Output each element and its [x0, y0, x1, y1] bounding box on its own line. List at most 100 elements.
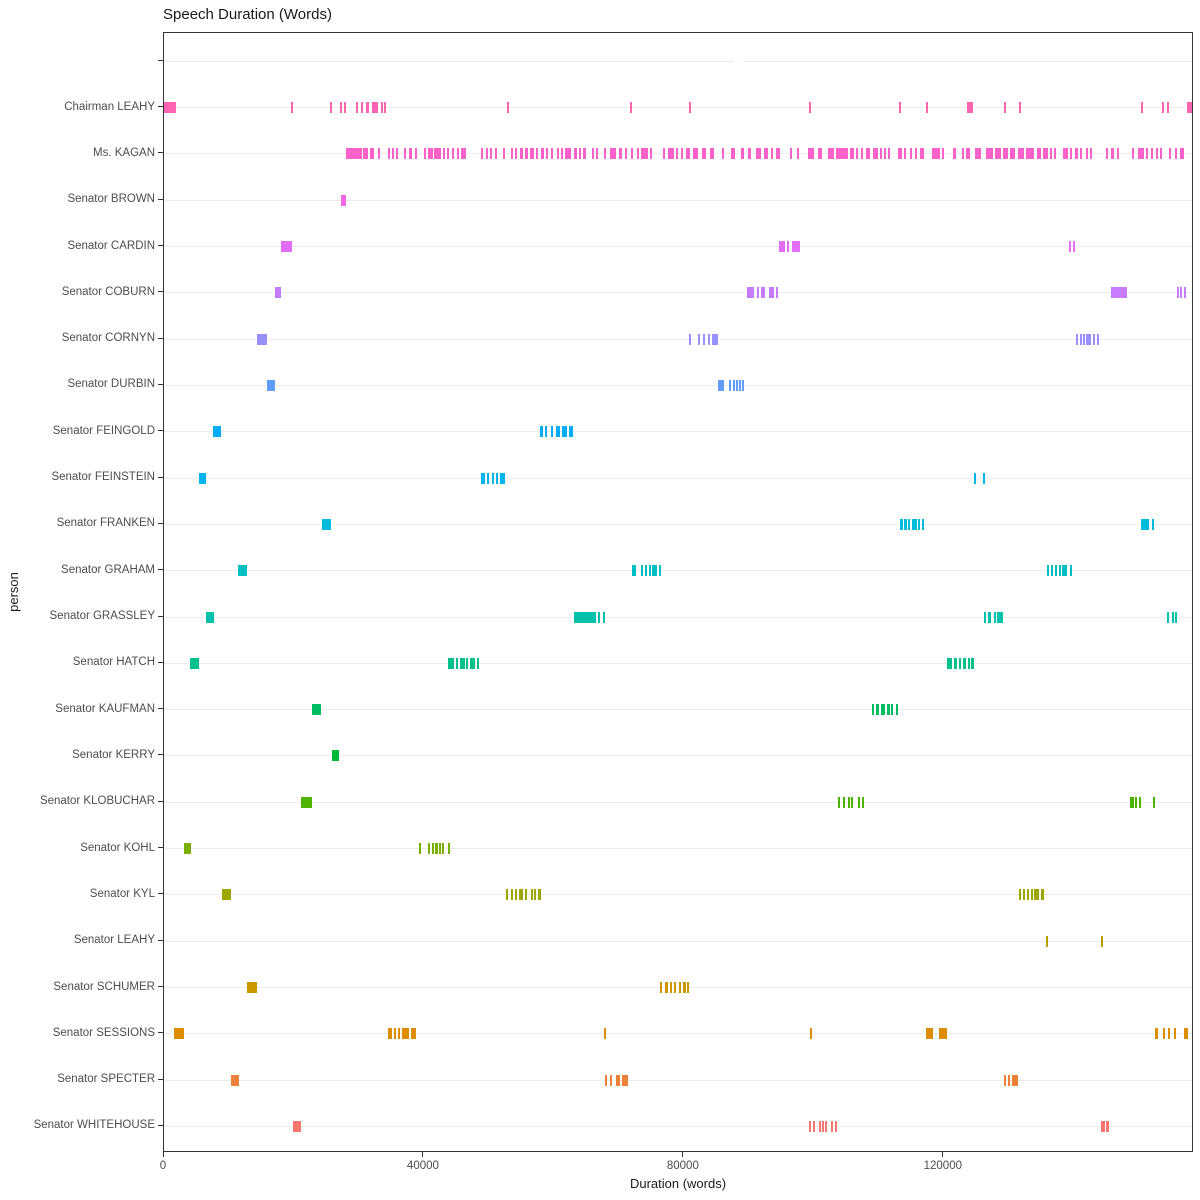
- speech-mark: [1018, 102, 1021, 114]
- speech-mark: [993, 611, 996, 623]
- speech-mark: [718, 379, 724, 391]
- gridline: [164, 199, 1192, 201]
- speech-mark: [756, 287, 759, 299]
- speech-mark: [953, 148, 956, 160]
- speech-mark: [550, 426, 553, 438]
- speech-mark: [876, 704, 879, 716]
- speech-mark: [900, 518, 903, 530]
- speech-mark: [540, 426, 543, 438]
- speech-mark: [1046, 565, 1050, 577]
- speech-mark: [768, 287, 771, 299]
- speech-mark: [1090, 148, 1093, 160]
- speech-mark: [1058, 565, 1061, 577]
- speech-mark: [871, 704, 874, 716]
- speech-mark: [1160, 148, 1163, 160]
- speech-mark: [689, 333, 692, 345]
- speech-mark: [1186, 102, 1192, 114]
- speech-mark: [847, 796, 850, 808]
- speech-mark: [383, 102, 386, 114]
- gridline: [164, 1125, 1192, 1127]
- speech-mark: [669, 982, 672, 993]
- speech-mark: [631, 148, 634, 160]
- speech-mark: [387, 148, 390, 160]
- speech-mark: [565, 148, 572, 160]
- x-axis-tick: [682, 1152, 684, 1157]
- speech-mark: [598, 611, 601, 623]
- speech-mark: [291, 102, 294, 114]
- speech-mark: [1106, 148, 1109, 160]
- y-axis-tick-label: Senator CARDIN: [67, 239, 155, 252]
- speech-mark: [535, 148, 539, 160]
- speech-mark: [756, 148, 762, 160]
- x-axis-tick-label: 120000: [923, 1160, 962, 1172]
- speech-mark: [525, 148, 529, 160]
- x-axis-tick: [162, 1152, 164, 1157]
- speech-mark: [961, 148, 964, 160]
- y-axis-tick: [158, 569, 163, 571]
- speech-mark: [431, 843, 434, 855]
- speech-mark: [1134, 796, 1138, 808]
- speech-mark: [312, 704, 322, 716]
- x-axis-tick: [422, 1152, 424, 1157]
- speech-mark: [1162, 102, 1165, 114]
- speech-mark: [861, 796, 864, 808]
- speech-mark: [275, 287, 282, 299]
- y-axis-tick: [158, 800, 163, 802]
- gridline: [164, 60, 1192, 62]
- speech-mark: [775, 287, 778, 299]
- x-axis-title: Duration (words): [629, 1176, 727, 1191]
- speech-mark: [997, 611, 1003, 623]
- speech-mark: [419, 843, 422, 855]
- speech-mark: [602, 611, 605, 623]
- speech-mark: [1086, 333, 1089, 345]
- speech-mark: [591, 148, 594, 160]
- speech-mark: [1034, 889, 1039, 901]
- speech-mark: [486, 472, 490, 484]
- y-axis-tick-label: Senator KLOBUCHAR: [39, 795, 155, 808]
- speech-mark: [495, 472, 498, 484]
- y-axis-tick-label: Senator KERRY: [72, 748, 155, 761]
- speech-mark: [702, 333, 705, 345]
- speech-mark: [1004, 1074, 1007, 1086]
- speech-mark: [728, 379, 732, 391]
- speech-mark: [393, 1028, 396, 1040]
- speech-mark: [938, 1028, 948, 1040]
- speech-mark: [428, 148, 433, 160]
- speech-mark: [825, 1120, 828, 1132]
- speech-mark: [681, 148, 684, 160]
- speech-mark: [954, 657, 957, 669]
- speech-mark: [722, 148, 725, 160]
- speech-mark: [387, 1028, 392, 1040]
- speech-mark: [500, 472, 505, 484]
- speech-mark: [402, 1028, 409, 1040]
- speech-mark: [476, 657, 480, 669]
- plot-panel: [163, 32, 1193, 1152]
- speech-mark: [461, 148, 467, 160]
- speech-mark: [1100, 935, 1103, 947]
- speech-mark: [434, 843, 438, 855]
- speech-mark: [507, 102, 510, 114]
- speech-mark: [1167, 102, 1170, 114]
- speech-mark: [683, 982, 686, 993]
- speech-mark: [966, 148, 971, 160]
- y-axis-tick-label: Senator SPECTER: [57, 1073, 155, 1086]
- speech-mark: [404, 148, 407, 160]
- speech-mark: [1008, 1074, 1011, 1086]
- y-axis-tick-label: Senator FEINGOLD: [52, 424, 155, 437]
- chart-title: Speech Duration (Words): [163, 6, 332, 23]
- speech-mark: [918, 518, 921, 530]
- y-axis-tick: [158, 1032, 163, 1034]
- speech-mark: [834, 1120, 837, 1132]
- x-axis-tick-label: 0: [159, 1160, 167, 1172]
- y-axis-tick: [158, 152, 163, 154]
- y-axis-tick: [158, 245, 163, 247]
- speech-mark: [1177, 287, 1180, 299]
- speech-mark: [370, 148, 375, 160]
- speech-mark: [345, 148, 362, 160]
- speech-mark: [1017, 148, 1024, 160]
- speech-mark: [668, 148, 675, 160]
- speech-mark: [909, 148, 912, 160]
- gridline: [164, 1033, 1192, 1035]
- speech-mark: [922, 518, 925, 530]
